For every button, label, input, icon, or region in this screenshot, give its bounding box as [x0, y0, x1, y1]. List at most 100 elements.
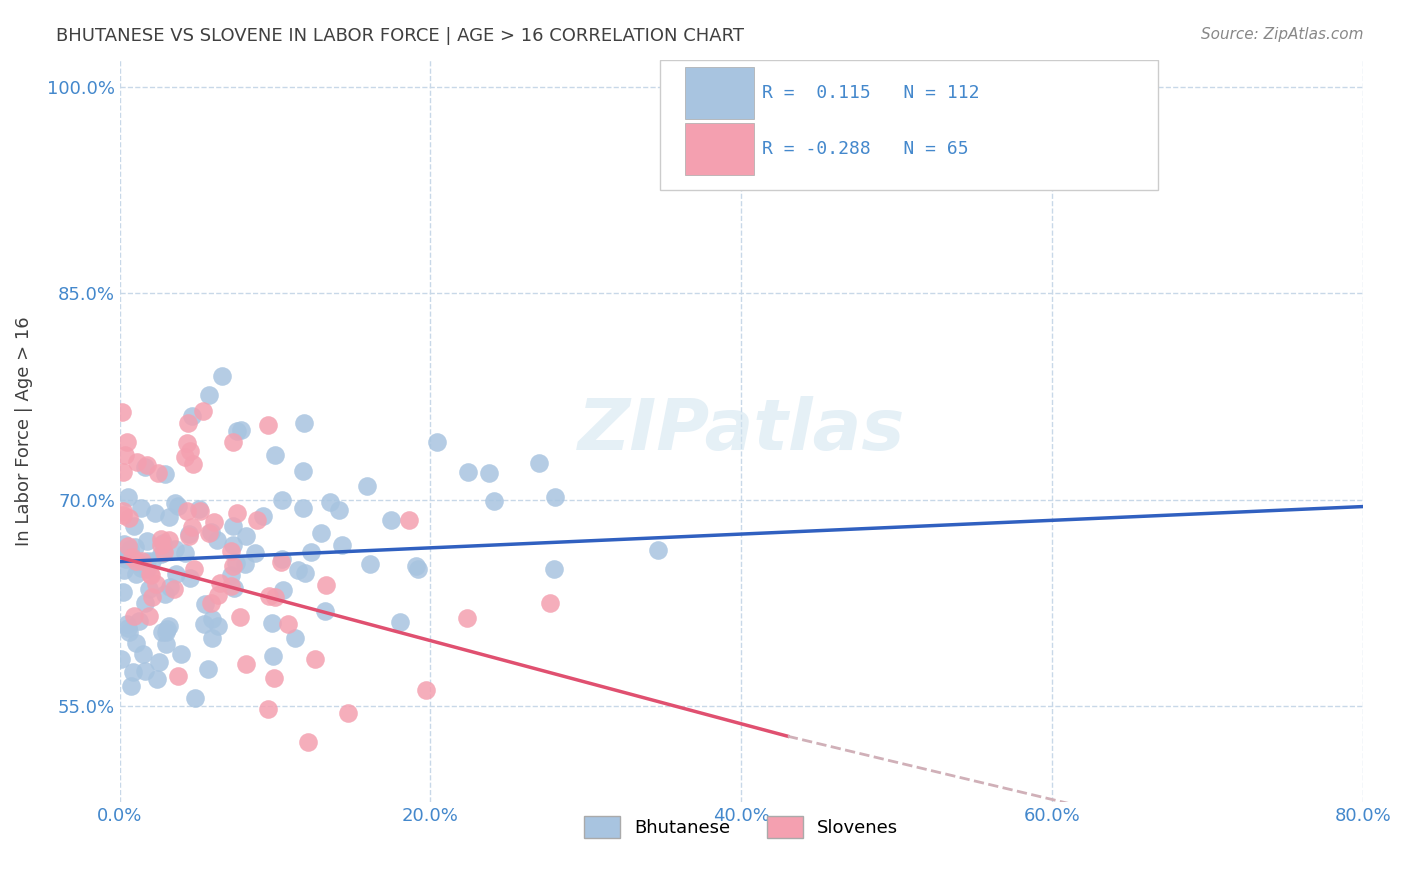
- Point: [176, 504, 198, 518]
- Point: [194, 597, 217, 611]
- Point: [136, 562, 159, 576]
- Point: [111, 405, 134, 419]
- Point: [647, 542, 669, 557]
- Point: [198, 388, 221, 402]
- Point: [221, 559, 243, 574]
- Point: [177, 416, 200, 430]
- Point: [315, 578, 337, 592]
- Point: [270, 555, 292, 569]
- Point: [117, 491, 139, 505]
- Point: [426, 435, 449, 450]
- Point: [222, 581, 245, 595]
- FancyBboxPatch shape: [685, 123, 754, 175]
- Point: [114, 549, 136, 563]
- Point: [221, 567, 243, 582]
- Point: [110, 652, 132, 666]
- Point: [256, 417, 278, 432]
- Point: [201, 631, 224, 645]
- Point: [134, 460, 156, 475]
- Point: [111, 585, 134, 599]
- Point: [139, 567, 162, 582]
- Text: ZIPatlas: ZIPatlas: [578, 396, 905, 466]
- Point: [207, 588, 229, 602]
- Legend: Bhutanese, Slovenes: Bhutanese, Slovenes: [576, 809, 905, 846]
- Point: [211, 368, 233, 383]
- Point: [129, 560, 152, 574]
- Point: [256, 702, 278, 716]
- Point: [252, 509, 274, 524]
- Point: [225, 506, 247, 520]
- Point: [177, 528, 200, 542]
- Point: [155, 637, 177, 651]
- FancyBboxPatch shape: [685, 67, 754, 119]
- Point: [294, 566, 316, 580]
- Point: [225, 556, 247, 570]
- Point: [200, 524, 222, 539]
- Point: [356, 478, 378, 492]
- Point: [226, 424, 249, 438]
- Text: BHUTANESE VS SLOVENE IN LABOR FORCE | AGE > 16 CORRELATION CHART: BHUTANESE VS SLOVENE IN LABOR FORCE | AG…: [56, 27, 744, 45]
- Point: [262, 615, 284, 630]
- Text: Source: ZipAtlas.com: Source: ZipAtlas.com: [1201, 27, 1364, 42]
- Point: [112, 504, 135, 518]
- Text: R = -0.288   N = 65: R = -0.288 N = 65: [762, 140, 969, 158]
- Point: [167, 499, 190, 513]
- Point: [163, 541, 186, 556]
- Point: [145, 506, 167, 520]
- Point: [200, 596, 222, 610]
- Point: [128, 615, 150, 629]
- Point: [183, 562, 205, 576]
- Point: [176, 435, 198, 450]
- Point: [457, 465, 479, 479]
- Point: [292, 416, 315, 430]
- Point: [181, 457, 204, 471]
- Point: [336, 706, 359, 720]
- Point: [146, 672, 169, 686]
- Point: [406, 562, 429, 576]
- Point: [179, 571, 201, 585]
- Point: [229, 423, 252, 437]
- Point: [543, 562, 565, 576]
- Point: [235, 657, 257, 672]
- Point: [141, 568, 163, 582]
- Point: [153, 587, 176, 601]
- Point: [197, 526, 219, 541]
- Point: [141, 591, 163, 605]
- Point: [207, 619, 229, 633]
- Point: [135, 458, 157, 473]
- Point: [145, 576, 167, 591]
- Point: [134, 664, 156, 678]
- Point: [388, 615, 411, 629]
- Point: [235, 529, 257, 543]
- Point: [243, 546, 266, 560]
- Point: [222, 518, 245, 533]
- Point: [284, 631, 307, 645]
- Point: [111, 549, 134, 564]
- Point: [120, 679, 142, 693]
- Point: [150, 624, 173, 639]
- Point: [127, 455, 149, 469]
- Point: [188, 504, 211, 518]
- Point: [405, 558, 427, 573]
- Point: [201, 612, 224, 626]
- Point: [380, 513, 402, 527]
- Point: [544, 491, 567, 505]
- Point: [121, 550, 143, 565]
- Point: [129, 500, 152, 515]
- Point: [136, 533, 159, 548]
- Point: [124, 554, 146, 568]
- Point: [152, 545, 174, 559]
- Point: [118, 549, 141, 563]
- Point: [166, 567, 188, 582]
- Point: [235, 558, 257, 572]
- Point: [148, 656, 170, 670]
- Point: [132, 648, 155, 662]
- Point: [191, 404, 214, 418]
- Point: [173, 450, 195, 464]
- Point: [197, 662, 219, 676]
- Point: [114, 448, 136, 462]
- Point: [157, 509, 180, 524]
- Point: [138, 608, 160, 623]
- FancyBboxPatch shape: [661, 60, 1157, 190]
- Point: [155, 624, 177, 639]
